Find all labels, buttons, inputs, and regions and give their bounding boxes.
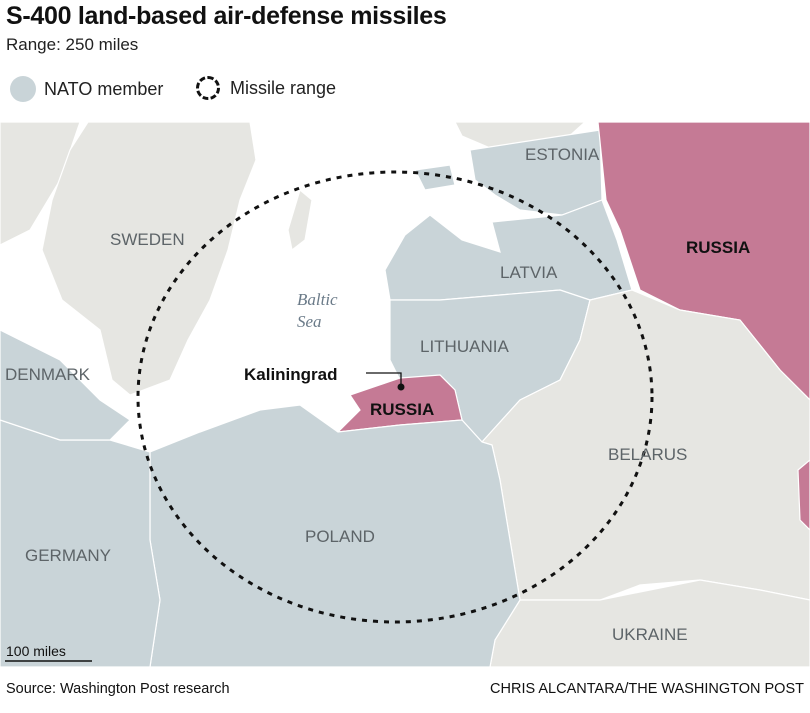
denmark xyxy=(0,329,131,441)
legend-nato: NATO member xyxy=(10,76,163,102)
missile-range-circle xyxy=(136,170,654,624)
map-title: S-400 land-based air-defense missiles xyxy=(6,2,447,30)
germany xyxy=(0,419,161,667)
estonia-island xyxy=(414,164,456,191)
credit: CHRIS ALCANTARA/THE WASHINGTON POST xyxy=(490,681,804,697)
label-ukraine: UKRAINE xyxy=(612,625,688,644)
legend-label: Missile range xyxy=(230,77,337,98)
label-latvia: LATVIA xyxy=(500,263,558,282)
kaliningrad-leader xyxy=(366,372,402,386)
gotland xyxy=(287,188,313,252)
norway xyxy=(0,122,81,246)
kaliningrad-dot xyxy=(397,383,405,391)
label-baltic: Baltic xyxy=(297,290,338,309)
sweden xyxy=(41,122,257,396)
nato-swatch-icon xyxy=(10,76,36,102)
scale-label: 100 miles xyxy=(6,643,66,659)
label-russia-kaliningrad: RUSSIA xyxy=(370,400,434,419)
russia-south xyxy=(797,459,810,531)
map: ESTONIA SWEDEN LATVIA LITHUANIA DENMARK … xyxy=(0,122,810,667)
label-denmark: DENMARK xyxy=(5,365,91,384)
label-poland: POLAND xyxy=(305,527,375,546)
source: Source: Washington Post research xyxy=(6,681,230,697)
legend-range: Missile range xyxy=(196,76,336,100)
legend-label: NATO member xyxy=(44,78,164,99)
label-estonia: ESTONIA xyxy=(525,145,600,164)
label-kaliningrad: Kaliningrad xyxy=(244,365,338,384)
label-sea: Sea xyxy=(297,312,322,331)
map-subtitle: Range: 250 miles xyxy=(6,35,139,54)
dashed-circle-icon xyxy=(196,76,220,100)
label-sweden: SWEDEN xyxy=(110,230,185,249)
label-belarus: BELARUS xyxy=(608,445,687,464)
label-lithuania: LITHUANIA xyxy=(420,337,509,356)
label-russia-main: RUSSIA xyxy=(686,238,750,257)
label-germany: GERMANY xyxy=(25,546,111,565)
